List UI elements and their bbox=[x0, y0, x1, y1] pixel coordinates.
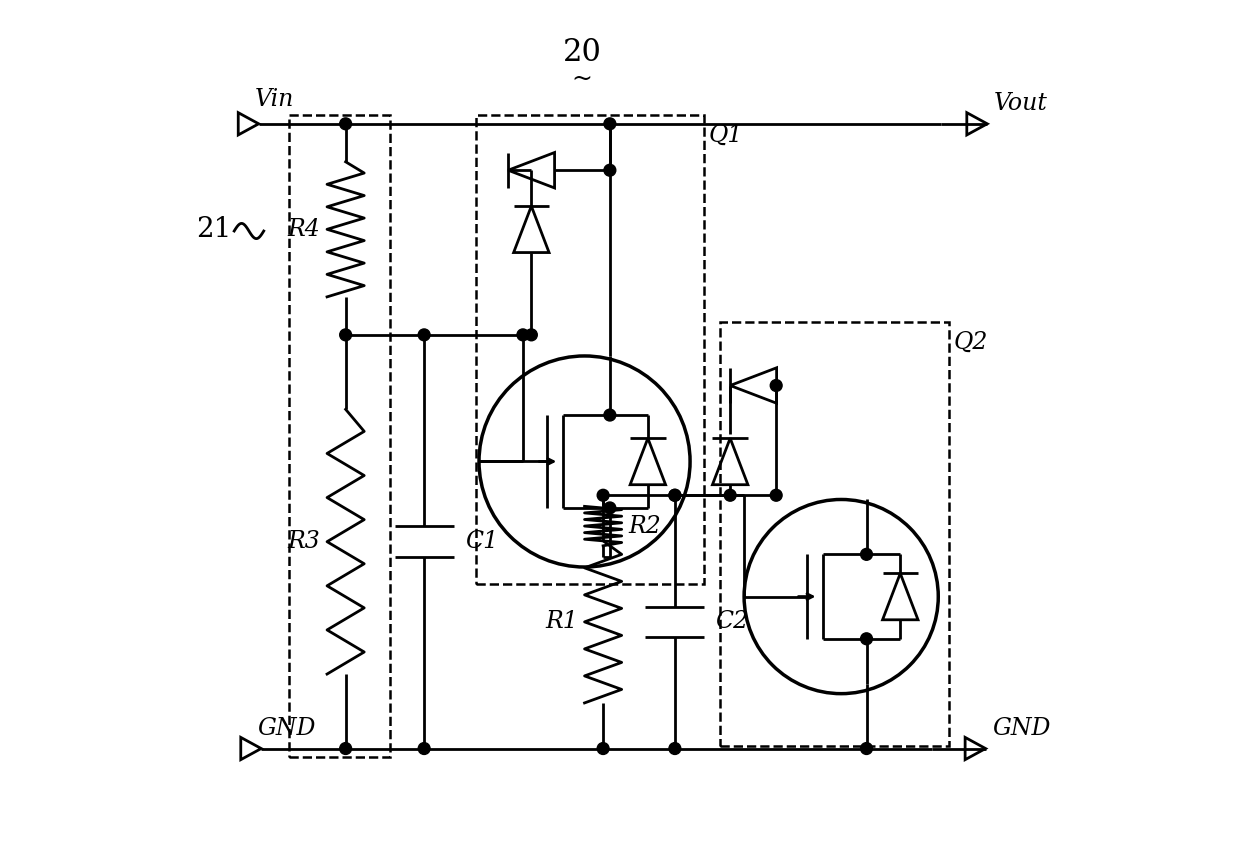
Text: 20: 20 bbox=[563, 36, 601, 68]
Circle shape bbox=[598, 490, 609, 501]
Text: C2: C2 bbox=[715, 611, 749, 634]
Circle shape bbox=[770, 379, 782, 391]
Circle shape bbox=[724, 490, 737, 501]
Text: ~: ~ bbox=[572, 68, 593, 91]
Circle shape bbox=[668, 490, 681, 501]
Text: C1: C1 bbox=[465, 530, 497, 553]
Circle shape bbox=[340, 329, 351, 340]
Circle shape bbox=[604, 164, 616, 176]
Circle shape bbox=[598, 743, 609, 755]
Circle shape bbox=[418, 329, 430, 340]
Circle shape bbox=[861, 743, 873, 755]
Text: R4: R4 bbox=[288, 218, 320, 241]
Circle shape bbox=[604, 502, 616, 514]
Circle shape bbox=[604, 118, 616, 130]
Text: 21: 21 bbox=[196, 216, 232, 243]
Bar bbox=[719, 322, 950, 746]
Text: R1: R1 bbox=[546, 611, 578, 634]
Bar bbox=[289, 115, 391, 757]
Text: R2: R2 bbox=[629, 515, 661, 538]
Text: GND: GND bbox=[257, 717, 315, 740]
Text: Vout: Vout bbox=[994, 92, 1048, 115]
Bar bbox=[476, 115, 704, 584]
Circle shape bbox=[517, 329, 528, 340]
Circle shape bbox=[604, 409, 616, 421]
Circle shape bbox=[418, 743, 430, 755]
Circle shape bbox=[668, 490, 681, 501]
Circle shape bbox=[861, 633, 873, 645]
Circle shape bbox=[340, 118, 351, 130]
Text: Q2: Q2 bbox=[954, 330, 988, 354]
Circle shape bbox=[526, 329, 537, 340]
Circle shape bbox=[668, 743, 681, 755]
Circle shape bbox=[770, 490, 782, 501]
Text: Q1: Q1 bbox=[708, 124, 743, 147]
Circle shape bbox=[861, 549, 873, 560]
Circle shape bbox=[340, 743, 351, 755]
Text: R3: R3 bbox=[288, 530, 320, 553]
Text: Vin: Vin bbox=[254, 88, 294, 111]
Text: GND: GND bbox=[992, 717, 1050, 740]
